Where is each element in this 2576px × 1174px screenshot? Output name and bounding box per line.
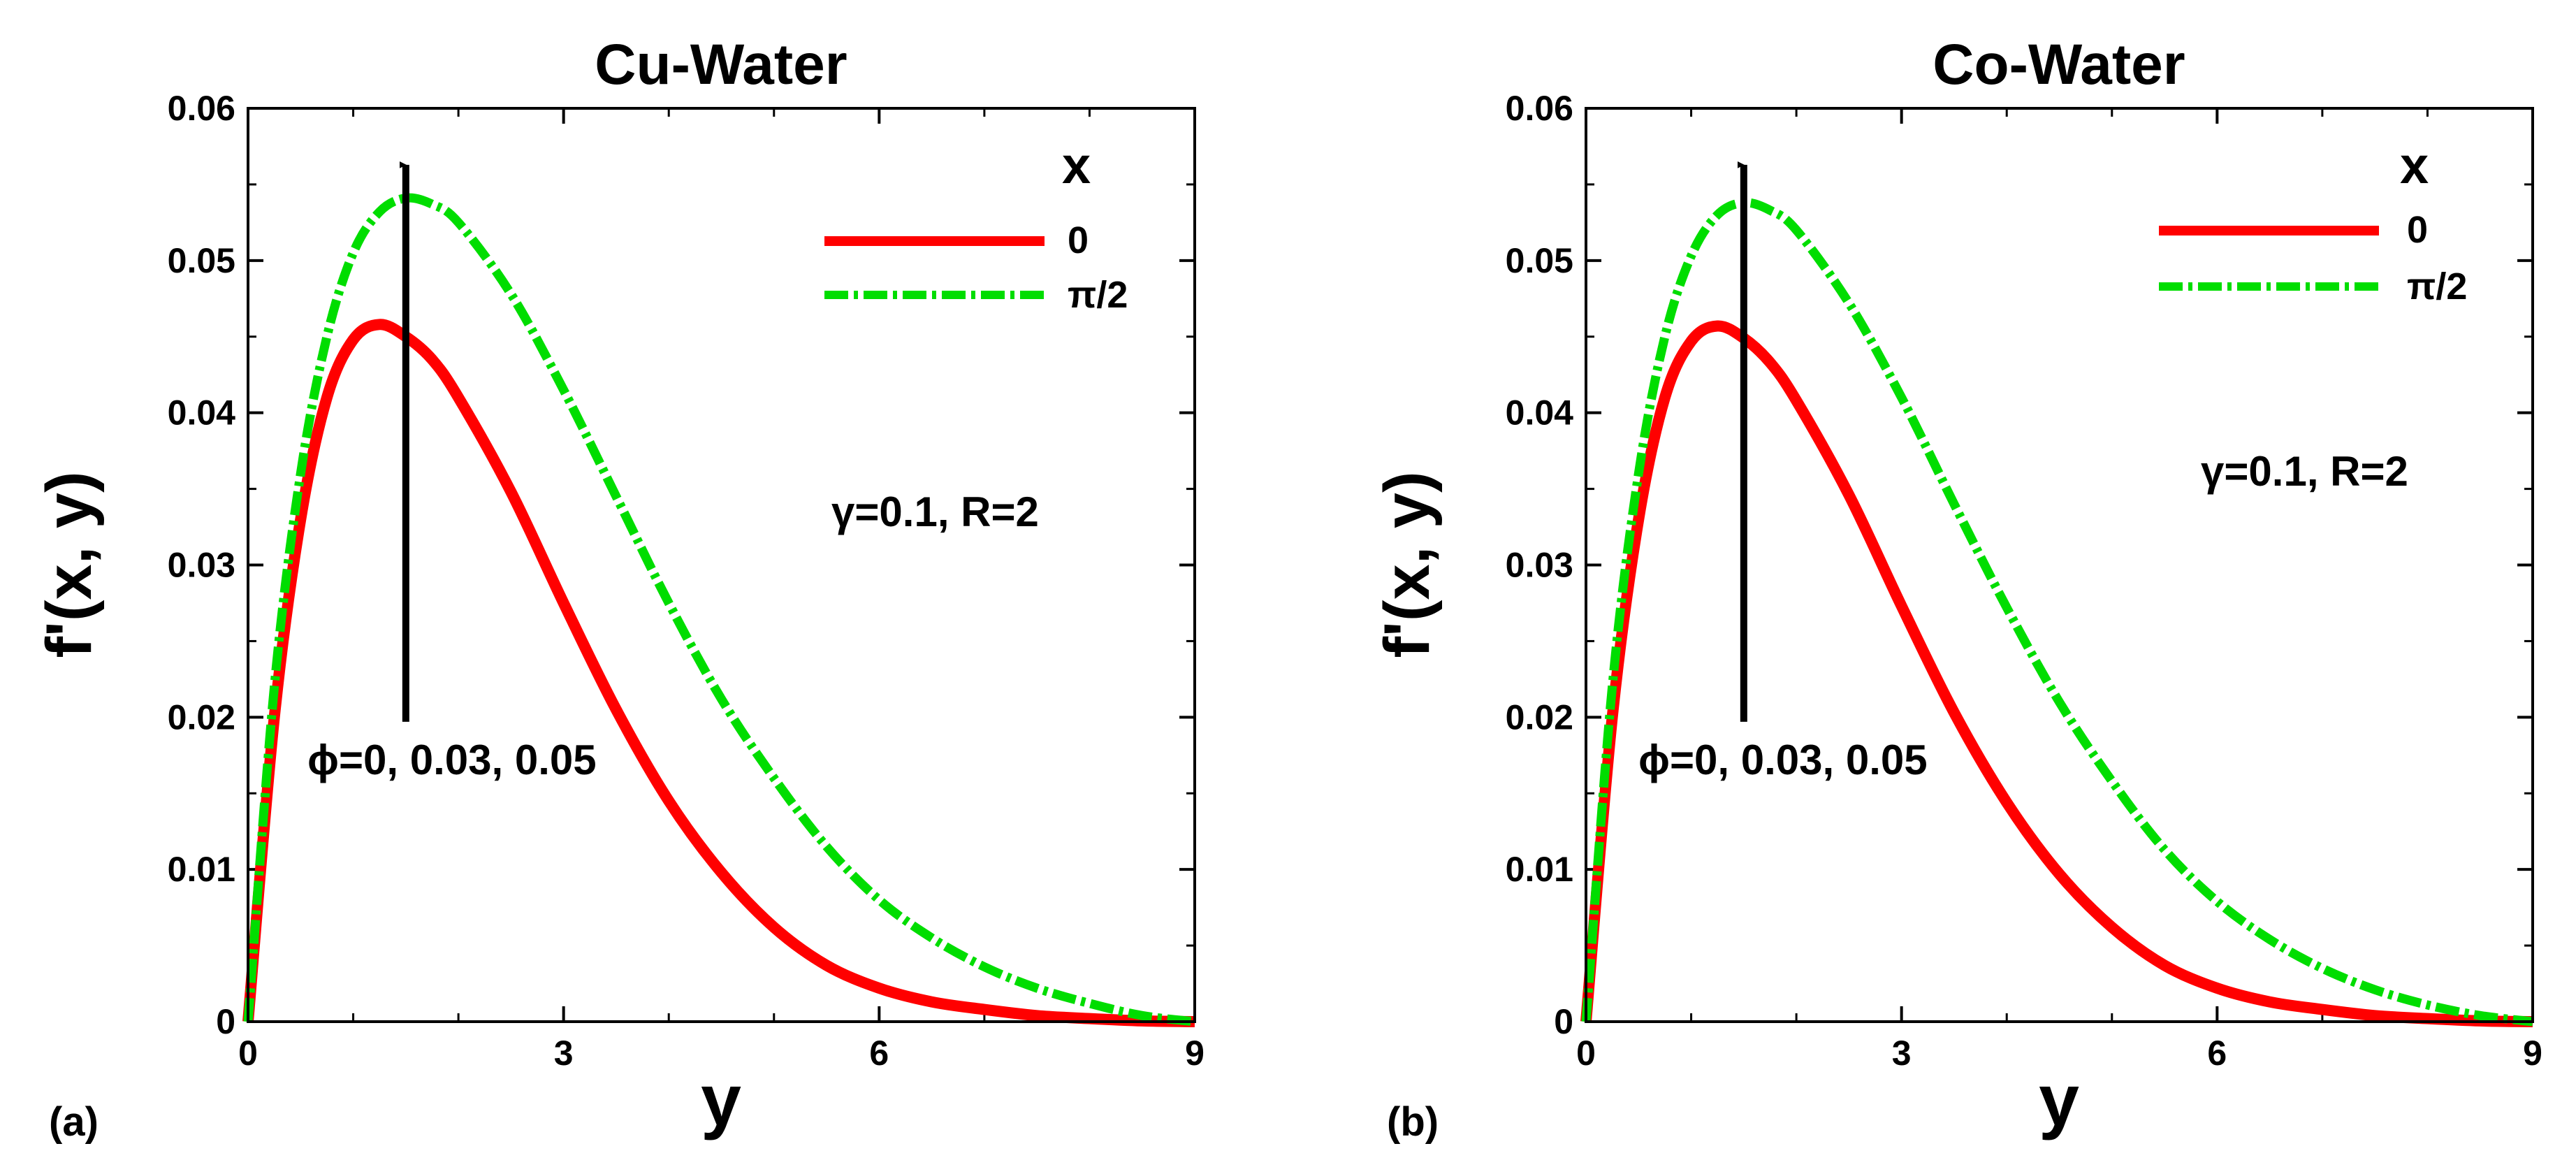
panel-b-label: (b) xyxy=(1387,1099,1439,1145)
panel-b-x-axis-label: y xyxy=(2039,1060,2079,1141)
panel-a-params-annotation: γ=0.1, R=2 xyxy=(831,488,1039,535)
panel-a-legend-label-0: 0 xyxy=(1068,219,1089,261)
panel-b-legend-title: x xyxy=(2400,136,2429,194)
panel-a-y-axis-label: f'(x, y) xyxy=(34,471,105,658)
panel-a-legend-title: x xyxy=(1062,136,1091,194)
panel-b-params-annotation: γ=0.1, R=2 xyxy=(2201,448,2408,495)
panel-b-ticks: 0 0.01 0.02 0.03 0.04 0.05 0.06 0 3 6 9 xyxy=(1506,89,2542,1073)
panel-a-y-tick-label: 0.06 xyxy=(168,89,235,128)
panel-a-series-x-0-line xyxy=(242,319,1195,1027)
panel-b-y-tick-label: 0.04 xyxy=(1506,393,1574,433)
panel-a-x-tick-label: 6 xyxy=(869,1034,889,1073)
panel-b-legend-label-0: 0 xyxy=(2407,209,2428,251)
panel-b-legend-label-1: π/2 xyxy=(2407,266,2467,307)
panel-a-y-tick-label: 0.01 xyxy=(168,850,235,889)
panel-a-x-tick-label: 9 xyxy=(1185,1034,1205,1073)
panel-a-legend-label-1: π/2 xyxy=(1068,274,1128,316)
panel-a-title: Cu-Water xyxy=(595,33,847,96)
panel-b-y-tick-label: 0.02 xyxy=(1506,697,1573,737)
panel-a-x-tick-label: 0 xyxy=(238,1034,258,1073)
panel-a-series-x-pi-over-2-line xyxy=(243,193,1195,1027)
panel-b-phi-annotation: ϕ=0, 0.03, 0.05 xyxy=(1638,737,1928,783)
panel-b-y-tick-label: 0.03 xyxy=(1506,546,1573,585)
panel-a-x-tick-label: 3 xyxy=(554,1034,574,1073)
panel-b-y-tick-label: 0.06 xyxy=(1506,89,1573,128)
panel-b-x-tick-label: 3 xyxy=(1892,1034,1912,1073)
panel-a-phi-annotation: ϕ=0, 0.03, 0.05 xyxy=(307,737,597,783)
panel-b-x-tick-label: 0 xyxy=(1576,1034,1596,1073)
panel-a-y-tick-label: 0 xyxy=(216,1002,235,1041)
panel-b: Co-Water 0 0.01 0.02 0.03 0.04 0.05 0.06 0 3 6 9 f… xyxy=(1371,33,2542,1145)
panel-a-x-axis-label: y xyxy=(701,1060,741,1141)
panel-a-plot-frame xyxy=(247,107,1196,1023)
panel-b-x-tick-label: 9 xyxy=(2523,1034,2542,1073)
panel-b-y-tick-label: 0.01 xyxy=(1506,850,1573,889)
panel-b-y-axis-label: f'(x, y) xyxy=(1371,471,1443,658)
panel-a-label: (a) xyxy=(49,1099,99,1145)
panel-b-x-tick-label: 6 xyxy=(2207,1034,2227,1073)
panel-b-series xyxy=(1580,198,2533,1027)
panel-a-ticks: 0 0.01 0.02 0.03 0.04 0.05 0.06 0 3 6 9 xyxy=(168,89,1205,1073)
panel-a: Cu-Water 0 0.01 0.02 0.03 0.04 0.05 0.06 0 3 6 9 f… xyxy=(34,33,1205,1145)
panel-b-series-x-0-line xyxy=(1580,320,2533,1027)
panel-b-series-x-pi-over-2-line xyxy=(1581,198,2533,1027)
panel-a-y-tick-label: 0.02 xyxy=(168,697,235,737)
panel-b-title: Co-Water xyxy=(1933,33,2185,96)
panel-a-y-tick-label: 0.04 xyxy=(168,393,236,433)
panel-a-y-tick-label: 0.03 xyxy=(168,546,235,585)
panel-b-plot-frame xyxy=(1585,107,2534,1023)
panel-b-y-tick-label: 0 xyxy=(1554,1002,1573,1041)
panel-b-y-tick-label: 0.05 xyxy=(1506,241,1573,280)
panel-a-y-tick-label: 0.05 xyxy=(168,241,235,280)
panel-a-series xyxy=(242,193,1195,1027)
